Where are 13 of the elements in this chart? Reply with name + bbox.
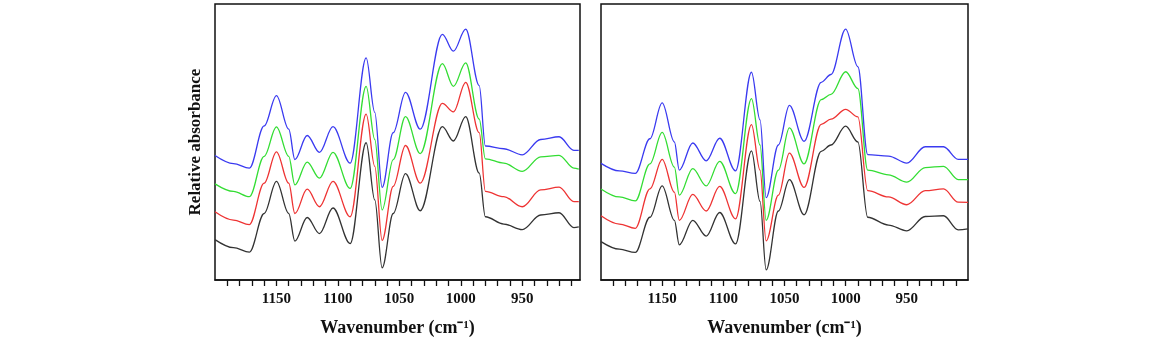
x-axis-title: Wavenumber (cm⁻¹) [707, 317, 862, 338]
x-tick-label: 1100 [323, 289, 353, 306]
x-tick-label: 1150 [261, 289, 292, 306]
x-tick-label: 1150 [647, 289, 677, 306]
x-tick-label: 1050 [384, 289, 415, 306]
x-tick-label: 950 [895, 289, 919, 306]
x-axis-title: Wavenumber (cm⁻¹) [320, 317, 475, 338]
x-tick-label: 1050 [769, 289, 800, 306]
y-axis-title: Relative absorbance [185, 68, 204, 216]
x-tick-label: 950 [510, 289, 534, 306]
x-tick-label: 1000 [445, 289, 476, 306]
x-tick-label: 1100 [708, 289, 738, 306]
x-tick-label: 1000 [830, 289, 861, 306]
